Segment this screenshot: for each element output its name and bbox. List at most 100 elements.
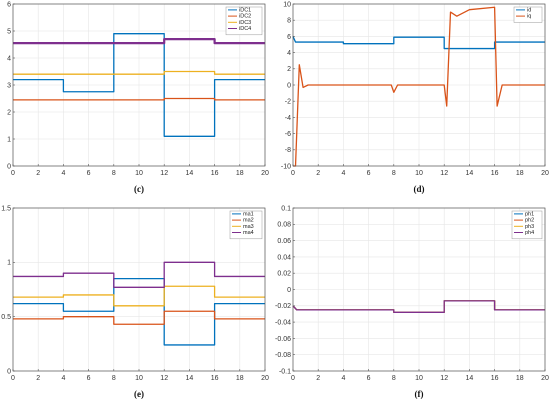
x-tick-label: 2 [316,375,320,382]
series-line-id [292,36,545,50]
x-tick-label: 0 [291,375,295,382]
legend-label-ma3: ma3 [243,224,254,230]
x-tick-label: 18 [236,170,244,177]
x-tick-label: 4 [61,170,65,177]
y-tick-label: -4 [285,115,291,122]
y-tick-label: -0.1 [279,368,291,375]
series-line-ma1 [13,277,265,346]
y-tick-label: 1 [7,260,11,267]
x-tick-label: 12 [160,375,168,382]
y-tick-label: 3 [7,82,11,89]
x-tick-label: 20 [541,170,549,177]
y-tick-label: 6 [7,1,11,8]
y-tick-label: 0.06 [277,238,291,245]
x-tick-label: 8 [112,170,116,177]
x-tick-label: 0 [291,170,295,177]
y-tick-label: 0.5 [1,314,11,321]
y-tick-label: -2 [285,99,291,106]
legend-label-ph3: ph3 [525,224,534,230]
series-line-ma3 [13,285,265,307]
y-tick-label: 0.04 [277,254,291,261]
legend-label-iDC2: iDC2 [239,14,251,20]
x-tick-label: 4 [341,375,345,382]
legend [229,210,263,240]
y-tick-label: -0.06 [275,336,291,343]
y-tick-label: -8 [285,147,291,154]
y-tick-label: -0.04 [275,320,291,327]
y-tick-label: 0 [287,287,291,294]
x-tick-label: 12 [160,170,168,177]
y-tick-label: -6 [285,131,291,138]
panel-caption: (e) [134,389,144,399]
y-tick-label: 0 [7,163,11,170]
x-tick-label: 6 [367,170,371,177]
panel-caption: (f) [415,389,424,399]
y-tick-label: 6 [287,34,291,41]
legend-label-iq: iq [527,14,531,20]
y-tick-label: 4 [7,55,11,62]
series-line-ph4 [292,300,545,313]
x-tick-label: 6 [87,375,91,382]
x-tick-label: 8 [112,375,116,382]
x-tick-label: 10 [415,375,423,382]
legend-label-iDC3: iDC3 [239,20,251,26]
x-tick-label: 14 [466,375,474,382]
y-tick-label: 0.1 [281,205,291,212]
x-tick-label: 0 [11,170,15,177]
y-tick-label: 8 [287,18,291,25]
panel-caption: (c) [134,184,144,194]
legend [225,6,263,36]
legend-label-ph4: ph4 [525,230,534,236]
x-tick-label: 14 [186,170,194,177]
x-tick-label: 4 [61,375,65,382]
y-tick-label: 2 [287,66,291,73]
y-tick-label: 0 [287,82,291,89]
x-tick-label: 20 [261,375,269,382]
y-tick-label: -10 [281,163,291,170]
series-line-ma2 [13,310,265,325]
chart-panel-1: 0 2 4 6 8 10 12 14 16 18 200123456iDC1iDC2iDC3iDC4… [7,1,269,194]
x-tick-label: 4 [341,170,345,177]
series-line-iDC3 [13,70,265,75]
x-tick-label: 8 [392,375,396,382]
chart-panel-4: 0 2 4 6 8 10 12 14 16 18 20 -0.1 -0.08 -0.06 -0.04 -0.0… [275,205,549,399]
y-tick-label: 1 [7,136,11,143]
x-tick-label: 16 [491,170,499,177]
x-tick-label: 16 [211,170,219,177]
y-tick-label: 5 [7,28,11,35]
x-tick-label: 6 [367,375,371,382]
x-tick-label: 2 [316,170,320,177]
x-tick-label: 2 [36,170,40,177]
x-tick-label: 20 [541,375,549,382]
y-tick-label: 0 [7,368,11,375]
x-tick-label: 6 [87,170,91,177]
legend-label-ma2: ma2 [243,218,254,224]
legend-label-iDC4: iDC4 [239,26,251,32]
series-line-iDC2 [13,97,265,101]
x-tick-label: 12 [440,170,448,177]
x-tick-label: 20 [261,170,269,177]
x-tick-label: 8 [392,170,396,177]
x-tick-label: 14 [186,375,194,382]
x-tick-label: 12 [440,375,448,382]
legend-label-ph1: ph1 [525,212,534,218]
legend [511,210,543,240]
y-tick-label: 2 [7,109,11,116]
y-tick-label: -0.08 [275,352,291,359]
legend-label-iDC1: iDC1 [239,8,251,14]
x-tick-label: 18 [516,375,524,382]
x-tick-label: 16 [491,375,499,382]
series-line-iDC1 [13,33,265,137]
legend-label-id: id [527,8,531,14]
x-tick-label: 14 [466,170,474,177]
legend-label-ma4: ma4 [243,230,254,236]
legend [513,6,543,23]
x-tick-label: 16 [211,375,219,382]
panel-caption: (d) [414,184,425,194]
series-line-iDC4 [13,38,265,45]
series-line-ma4 [13,261,265,288]
y-tick-label: 4 [287,50,291,57]
series-line-iq [293,6,545,167]
y-tick-label: -0.02 [275,303,291,310]
x-tick-label: 18 [516,170,524,177]
